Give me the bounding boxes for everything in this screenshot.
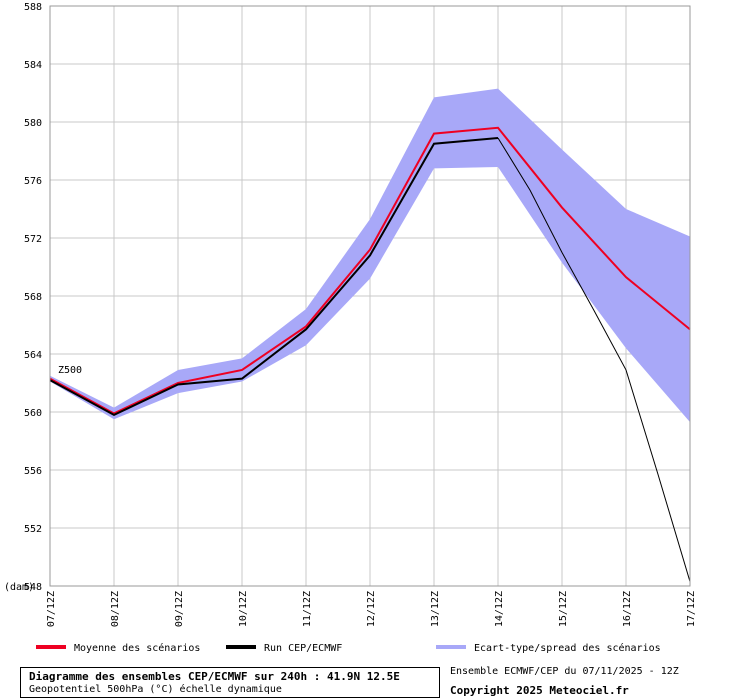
z500-annotation: Z500 [58, 365, 82, 376]
y-tick-label: 576 [24, 176, 42, 187]
x-tick-label: 08/12Z [110, 591, 121, 627]
y-tick-label: 548 [24, 582, 42, 593]
x-tick-label: 10/12Z [238, 591, 249, 627]
x-tick-label: 12/12Z [366, 591, 377, 627]
y-tick-label: 584 [24, 60, 42, 71]
run-line [49, 136, 499, 417]
y-tick-label: 568 [24, 292, 42, 303]
series-lines [49, 126, 691, 582]
chart-title: Diagramme des ensembles CEP/ECMWF sur 24… [29, 670, 400, 683]
legend-swatch [36, 645, 66, 649]
y-tick-label: 580 [24, 118, 42, 129]
legend-label: Moyenne des scénarios [74, 642, 200, 654]
run-info: Ensemble ECMWF/CEP du 07/11/2025 - 12Z [450, 666, 679, 677]
run-line-extended [497, 137, 691, 582]
x-tick-label: 11/12Z [302, 591, 313, 627]
x-tick-label: 07/12Z [46, 591, 57, 627]
plot-frame [49, 5, 691, 587]
chart-subtitle: Geopotentiel 500hPa (°C) échelle dynamiq… [29, 684, 282, 695]
x-tick-label: 13/12Z [430, 591, 441, 627]
y-tick-label: 588 [24, 2, 42, 13]
x-tick-label: 14/12Z [494, 591, 505, 627]
chart-title-box: Diagramme des ensembles CEP/ECMWF sur 24… [20, 667, 440, 698]
x-tick-label: 15/12Z [558, 591, 569, 627]
x-tick-label: 16/12Z [622, 591, 633, 627]
y-tick-label: 564 [24, 350, 42, 361]
ensemble-chart: 548 552 556 560 564 568 572 576 580 584 588 07/12Z… [4, 2, 697, 654]
legend: Moyenne des scénarios Run CEP/ECMWF Ecart-… [36, 642, 661, 654]
x-tick-label: 09/12Z [174, 591, 185, 627]
y-tick-label: 560 [24, 408, 42, 419]
legend-swatch [226, 645, 256, 649]
y-tick-label: 556 [24, 466, 42, 477]
x-tick-label: 17/12Z [686, 591, 697, 627]
legend-label: Run CEP/ECMWF [264, 643, 342, 654]
y-tick-label: 552 [24, 524, 42, 535]
y-axis-ticks: 548 552 556 560 564 568 572 576 580 584 588 [24, 2, 42, 593]
mean-line [49, 126, 691, 415]
legend-label: Ecart-type/spread des scénarios [474, 642, 661, 654]
x-axis-ticks: 07/12Z 08/12Z 09/12Z 10/12Z 11/12Z 12/12Z 13/1… [46, 591, 697, 627]
copyright: Copyright 2025 Meteociel.fr [450, 684, 629, 697]
y-tick-label: 572 [24, 234, 42, 245]
legend-swatch [436, 645, 466, 649]
y-unit-label: (dam) [4, 582, 34, 593]
